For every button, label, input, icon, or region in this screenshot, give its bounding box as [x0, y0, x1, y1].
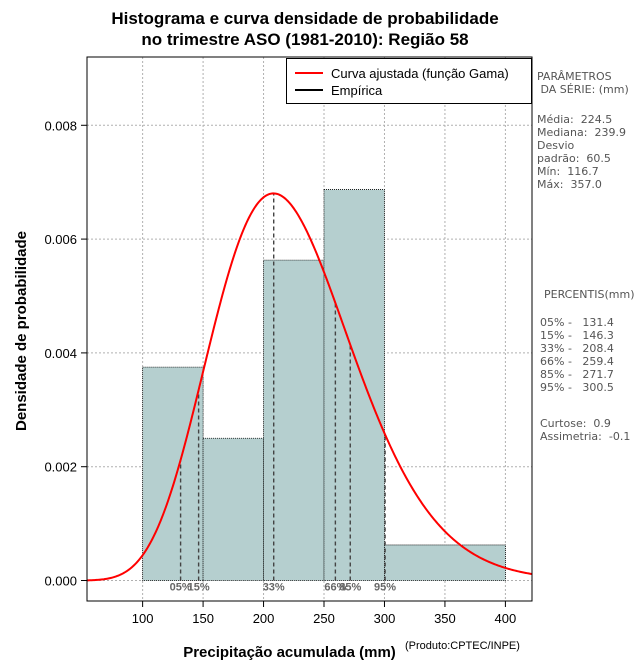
- y-tick-label: 0.002: [44, 460, 77, 475]
- percentile-label: 15%: [188, 582, 210, 594]
- x-tick-label: 200: [253, 611, 275, 626]
- percentis-values: 05% - 131.4 15% - 146.3 33% - 208.4 66% …: [540, 316, 614, 394]
- params-title: PARÂMETROS DA SÉRIE: (mm): [537, 70, 629, 96]
- legend-item-empirical: Empírica: [295, 82, 382, 98]
- legend-swatch-empirical: [295, 89, 323, 91]
- y-tick-label: 0.006: [44, 232, 77, 247]
- chart-legend: Curva ajustada (função Gama) Empírica: [286, 58, 532, 104]
- chart-title-line2: no trimestre ASO (1981-2010): Região 58: [141, 30, 469, 49]
- legend-label-fitted: Curva ajustada (função Gama): [331, 65, 509, 81]
- percentis-title: PERCENTIS(mm): [544, 288, 635, 301]
- y-axis-label: Densidade de probabilidade: [13, 231, 30, 431]
- y-tick-label: 0.000: [44, 574, 77, 589]
- histogram-bar: [202, 437, 264, 581]
- histogram-bar: [142, 366, 204, 581]
- legend-item-fitted: Curva ajustada (função Gama): [295, 65, 509, 81]
- x-tick-label: 250: [313, 611, 335, 626]
- shape-stats: Curtose: 0.9 Assimetria: -0.1: [540, 417, 631, 443]
- legend-label-empirical: Empírica: [331, 82, 383, 98]
- percentile-label: 33%: [263, 582, 285, 594]
- legend-swatch-fitted: [295, 72, 323, 74]
- x-axis-label: Precipitação acumulada (mm): [183, 644, 396, 660]
- histogram-bar: [323, 189, 385, 581]
- y-tick-label: 0.004: [44, 346, 77, 361]
- percentile-label: 66%: [324, 582, 346, 594]
- params-values: Média: 224.5 Mediana: 239.9 Desvio padrã…: [537, 113, 626, 191]
- histogram-bar: [384, 544, 506, 581]
- percentile-label: 95%: [374, 582, 396, 594]
- y-tick-label: 0.008: [44, 118, 77, 133]
- histogram-bar: [263, 259, 325, 581]
- x-tick-label: 300: [374, 611, 396, 626]
- x-tick-label: 150: [192, 611, 214, 626]
- chart-title-line1: Histograma e curva densidade de probabil…: [111, 9, 499, 28]
- x-tick-label: 350: [434, 611, 456, 626]
- x-tick-label: 100: [132, 611, 154, 626]
- x-tick-label: 400: [495, 611, 517, 626]
- percentile-label: 05%: [170, 582, 192, 594]
- fitted-gamma-curve: [86, 192, 533, 582]
- credit-text: (Produto:CPTEC/INPE): [405, 640, 520, 652]
- plot-frame: [86, 56, 533, 602]
- percentile-label: 85%: [339, 582, 361, 594]
